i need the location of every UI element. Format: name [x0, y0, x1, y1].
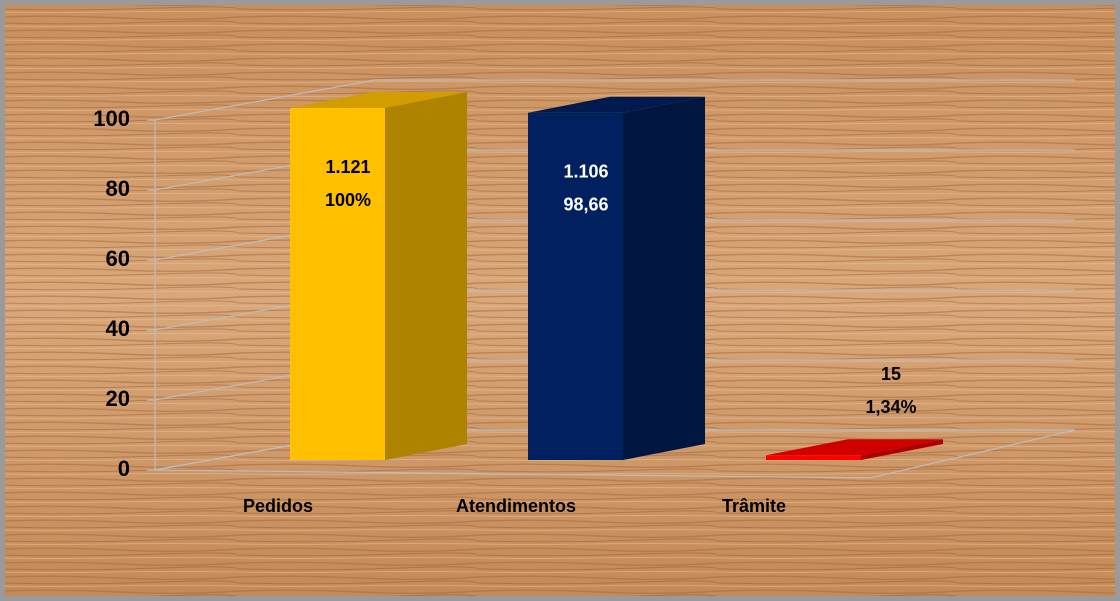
bar-top: [766, 439, 943, 456]
value-label: 98,66: [563, 194, 608, 214]
y-tick-label: 0: [118, 456, 130, 481]
grid-line: [154, 79, 1075, 121]
x-tick-label: Trâmite: [722, 496, 786, 516]
bar: [766, 455, 861, 460]
count-label: 15: [881, 364, 901, 384]
bar-side: [385, 92, 467, 460]
x-tick-label: Atendimentos: [456, 496, 576, 516]
y-tick-label: 20: [106, 386, 130, 411]
count-label: 1.121: [325, 157, 370, 177]
y-tick-label: 80: [106, 176, 130, 201]
x-tick-label: Pedidos: [243, 496, 313, 516]
bar-top: [528, 96, 705, 113]
count-label: 1.106: [563, 161, 608, 181]
bar-side: [623, 96, 705, 460]
bar-top: [290, 92, 467, 108]
y-tick-label: 100: [93, 106, 130, 131]
y-tick-label: 40: [106, 316, 130, 341]
y-tick-label: 60: [106, 246, 130, 271]
value-label: 100%: [325, 190, 371, 210]
bar: [528, 112, 623, 460]
bar-side: [861, 439, 943, 460]
value-label: 1,34%: [865, 397, 916, 417]
bar: [290, 108, 385, 460]
